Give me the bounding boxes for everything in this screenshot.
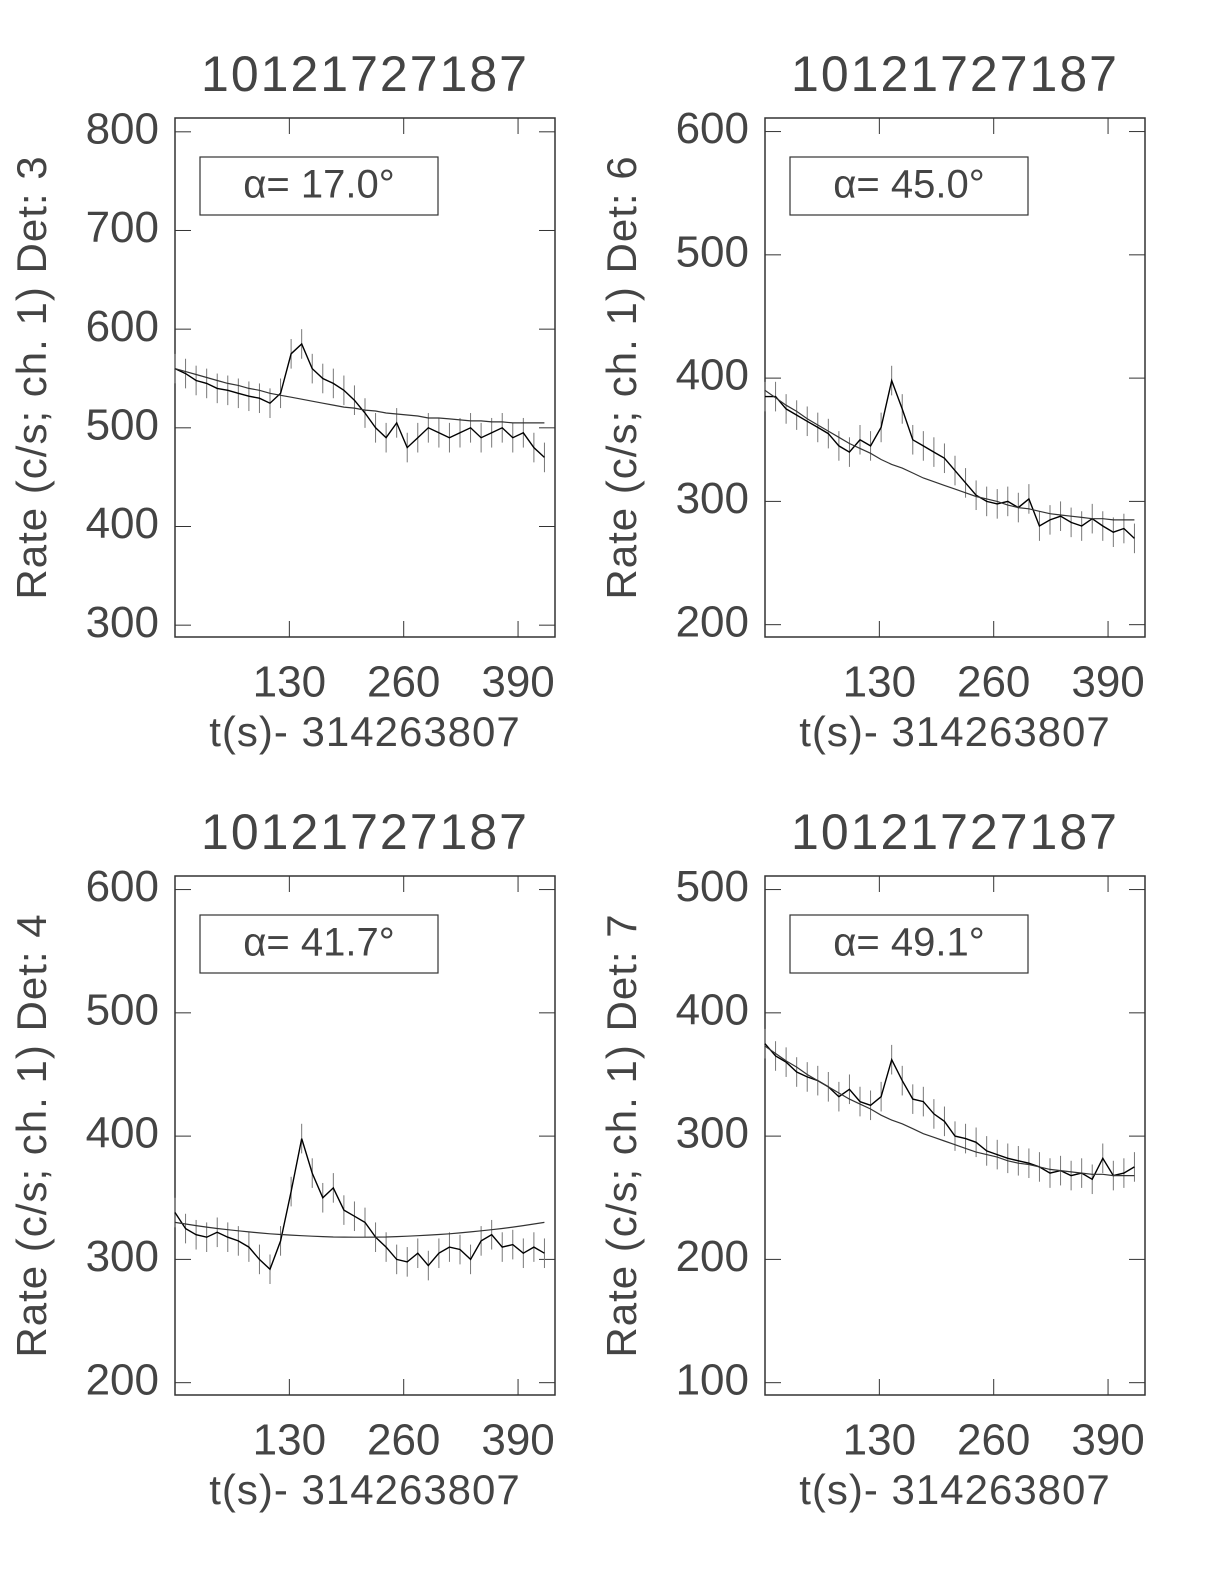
y-tick-label: 500 (86, 985, 159, 1034)
data-line (174, 1138, 545, 1271)
data-line (174, 342, 545, 458)
x-axis-label: t(s)- 314263807 (799, 708, 1111, 755)
fit-line (764, 1045, 1135, 1177)
annotation: α= 41.7° (243, 921, 394, 965)
x-tick-label: 390 (1071, 658, 1144, 707)
y-tick-label: 200 (86, 1355, 159, 1404)
y-tick-label: 500 (86, 400, 159, 449)
plot-frame (764, 117, 1146, 638)
y-tick-label: 400 (86, 499, 159, 548)
y-axis-label: Rate (c/s; ch. 1) Det: 6 (598, 155, 645, 599)
x-tick-label: 260 (367, 658, 440, 707)
annotation-box (789, 156, 1029, 216)
plot-frame (174, 875, 556, 1396)
x-tick-label: 390 (481, 1416, 554, 1465)
x-tick-label: 260 (957, 1416, 1030, 1465)
annotation: α= 45.0° (833, 163, 984, 207)
panel-title: 10121727187 (791, 46, 1119, 102)
y-axis-label: Rate (c/s; ch. 1) Det: 7 (598, 913, 645, 1357)
y-tick-label: 300 (676, 474, 749, 523)
annotation-box (199, 156, 439, 216)
y-tick-label: 800 (86, 104, 159, 153)
x-tick-label: 260 (367, 1416, 440, 1465)
y-tick-label: 300 (86, 1232, 159, 1281)
y-tick-label: 300 (86, 598, 159, 647)
y-tick-label: 200 (676, 1232, 749, 1281)
x-tick-label: 130 (843, 658, 916, 707)
y-tick-label: 400 (86, 1109, 159, 1158)
y-tick-label: 500 (676, 227, 749, 276)
y-tick-label: 500 (676, 862, 749, 911)
x-tick-label: 130 (253, 1416, 326, 1465)
annotation-box (789, 914, 1029, 974)
panel-title: 10121727187 (201, 46, 529, 102)
y-tick-label: 100 (676, 1355, 749, 1404)
panel-title: 10121727187 (791, 804, 1119, 860)
y-tick-label: 600 (86, 302, 159, 351)
y-tick-label: 400 (676, 351, 749, 400)
y-tick-label: 700 (86, 203, 159, 252)
panel-title: 10121727187 (201, 804, 529, 860)
fit-line (174, 1221, 545, 1238)
x-axis-label: t(s)- 314263807 (799, 1466, 1111, 1513)
y-tick-label: 600 (676, 104, 749, 153)
x-tick-label: 390 (481, 658, 554, 707)
y-axis-label: Rate (c/s; ch. 1) Det: 3 (8, 155, 55, 599)
data-line (765, 378, 1135, 539)
annotation: α= 49.1° (833, 921, 984, 965)
x-tick-label: 260 (957, 658, 1030, 707)
annotation-box (199, 914, 439, 974)
y-tick-label: 200 (676, 597, 749, 646)
x-tick-label: 390 (1071, 1416, 1144, 1465)
annotation: α= 17.0° (243, 163, 394, 207)
x-axis-label: t(s)- 314263807 (209, 708, 521, 755)
y-tick-label: 600 (86, 862, 159, 911)
x-tick-label: 130 (843, 1416, 916, 1465)
y-tick-label: 300 (676, 1109, 749, 1158)
x-axis-label: t(s)- 314263807 (209, 1466, 521, 1513)
y-axis-label: Rate (c/s; ch. 1) Det: 4 (8, 913, 55, 1357)
x-tick-label: 130 (253, 658, 326, 707)
y-tick-label: 400 (676, 985, 749, 1034)
fit-line (174, 368, 545, 424)
fit-line (764, 389, 1135, 521)
data-line (764, 1043, 1135, 1181)
plot-frame (764, 875, 1146, 1396)
